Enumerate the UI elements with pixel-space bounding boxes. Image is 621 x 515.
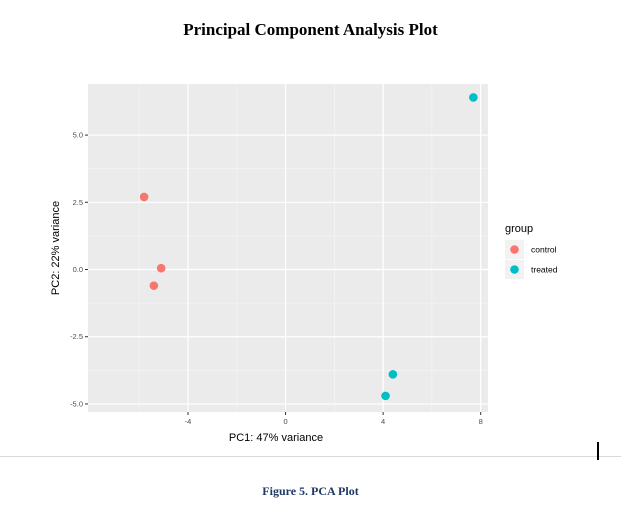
text-cursor <box>597 442 599 460</box>
y-axis-label: PC2: 22% variance <box>50 201 62 295</box>
x-tick-label: -4 <box>185 417 192 426</box>
data-point-treated <box>469 93 478 102</box>
legend-title: group <box>505 223 533 235</box>
y-tick-label: 0.0 <box>73 265 83 274</box>
data-point-treated <box>381 391 390 401</box>
figure-caption: Figure 5. PCA Plot <box>262 484 359 498</box>
pca-scatter-plot: -4 0 4 8 -5.0 -2.5 0.0 2.5 5.0 PC1: 47% variance P… <box>50 84 558 444</box>
x-tick-label: 8 <box>479 417 483 426</box>
data-point-control <box>139 192 149 202</box>
data-point-control <box>156 263 166 273</box>
x-tick-label: 0 <box>283 417 287 426</box>
y-tick-label: -5.0 <box>70 399 83 408</box>
y-tick-label: -2.5 <box>70 332 83 341</box>
plot-panel <box>88 84 488 412</box>
y-tick-label: 5.0 <box>73 131 83 140</box>
legend-label-treated: treated <box>531 265 558 275</box>
data-point-treated <box>388 370 398 379</box>
x-axis-label: PC1: 47% variance <box>229 432 323 444</box>
section-divider <box>0 456 621 457</box>
chart-title: Principal Component Analysis Plot <box>183 20 438 39</box>
data-point-control <box>149 281 159 290</box>
x-tick-label: 4 <box>381 417 385 426</box>
legend-label-control: control <box>531 245 557 255</box>
legend-marker-treated <box>510 265 519 274</box>
y-tick-label: 2.5 <box>73 198 83 207</box>
legend-marker-control <box>510 245 519 254</box>
